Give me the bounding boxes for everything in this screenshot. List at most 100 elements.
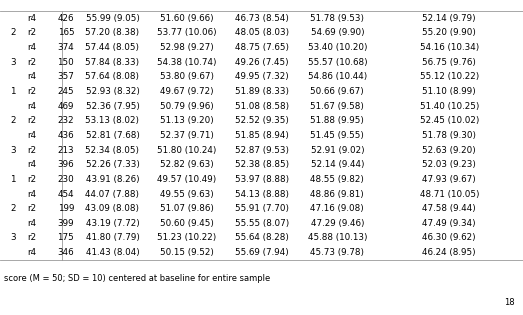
Text: 51.23 (10.22): 51.23 (10.22) (157, 233, 217, 243)
Text: 51.78 (9.30): 51.78 (9.30) (422, 131, 476, 140)
Text: 47.29 (9.46): 47.29 (9.46) (311, 219, 364, 228)
Text: 50.60 (9.45): 50.60 (9.45) (160, 219, 214, 228)
Text: 52.38 (8.85): 52.38 (8.85) (235, 160, 289, 169)
Text: 57.20 (8.38): 57.20 (8.38) (85, 28, 140, 37)
Text: 18: 18 (505, 298, 515, 307)
Text: 51.89 (8.33): 51.89 (8.33) (235, 87, 289, 96)
Text: 52.91 (9.02): 52.91 (9.02) (311, 146, 364, 155)
Text: 43.09 (8.08): 43.09 (8.08) (85, 204, 140, 213)
Text: 44.07 (7.88): 44.07 (7.88) (85, 190, 140, 198)
Text: 2: 2 (10, 28, 16, 37)
Text: 469: 469 (58, 102, 74, 111)
Text: r2: r2 (27, 146, 36, 155)
Text: 346: 346 (58, 248, 74, 257)
Text: 48.55 (9.82): 48.55 (9.82) (310, 175, 365, 184)
Text: r2: r2 (27, 28, 36, 37)
Text: 55.64 (8.28): 55.64 (8.28) (235, 233, 289, 243)
Text: 53.13 (8.02): 53.13 (8.02) (85, 116, 140, 125)
Text: 3: 3 (10, 58, 16, 67)
Text: r4: r4 (27, 14, 36, 23)
Text: r4: r4 (27, 102, 36, 111)
Text: 52.82 (9.63): 52.82 (9.63) (160, 160, 214, 169)
Text: 49.67 (9.72): 49.67 (9.72) (160, 87, 214, 96)
Text: 53.77 (10.06): 53.77 (10.06) (157, 28, 217, 37)
Text: 52.03 (9.23): 52.03 (9.23) (422, 160, 476, 169)
Text: r2: r2 (27, 58, 36, 67)
Text: 51.60 (9.66): 51.60 (9.66) (160, 14, 214, 23)
Text: 52.14 (9.44): 52.14 (9.44) (311, 160, 364, 169)
Text: r2: r2 (27, 175, 36, 184)
Text: 54.13 (8.88): 54.13 (8.88) (235, 190, 289, 198)
Text: 3: 3 (10, 233, 16, 243)
Text: 55.69 (7.94): 55.69 (7.94) (235, 248, 289, 257)
Text: 426: 426 (58, 14, 74, 23)
Text: 47.49 (9.34): 47.49 (9.34) (423, 219, 476, 228)
Text: 51.40 (10.25): 51.40 (10.25) (419, 102, 479, 111)
Text: r2: r2 (27, 116, 36, 125)
Text: 52.98 (9.27): 52.98 (9.27) (160, 43, 214, 52)
Text: 1: 1 (10, 87, 16, 96)
Text: 54.38 (10.74): 54.38 (10.74) (157, 58, 217, 67)
Text: 55.91 (7.70): 55.91 (7.70) (235, 204, 289, 213)
Text: 3: 3 (10, 146, 16, 155)
Text: 2: 2 (10, 204, 16, 213)
Text: r4: r4 (27, 72, 36, 81)
Text: r4: r4 (27, 131, 36, 140)
Text: 47.93 (9.67): 47.93 (9.67) (423, 175, 476, 184)
Text: 51.08 (8.58): 51.08 (8.58) (235, 102, 289, 111)
Text: 46.30 (9.62): 46.30 (9.62) (423, 233, 476, 243)
Text: 399: 399 (58, 219, 74, 228)
Text: 54.69 (9.90): 54.69 (9.90) (311, 28, 364, 37)
Text: 45.73 (9.78): 45.73 (9.78) (310, 248, 365, 257)
Text: 50.79 (9.96): 50.79 (9.96) (160, 102, 214, 111)
Text: 51.13 (9.20): 51.13 (9.20) (160, 116, 214, 125)
Text: 49.95 (7.32): 49.95 (7.32) (235, 72, 289, 81)
Text: 43.19 (7.72): 43.19 (7.72) (86, 219, 139, 228)
Text: r4: r4 (27, 160, 36, 169)
Text: 51.45 (9.55): 51.45 (9.55) (310, 131, 365, 140)
Text: 43.91 (8.26): 43.91 (8.26) (86, 175, 139, 184)
Text: 50.15 (9.52): 50.15 (9.52) (160, 248, 214, 257)
Text: r4: r4 (27, 43, 36, 52)
Text: 357: 357 (58, 72, 74, 81)
Text: 46.73 (8.54): 46.73 (8.54) (235, 14, 289, 23)
Text: 57.64 (8.08): 57.64 (8.08) (85, 72, 140, 81)
Text: 51.78 (9.53): 51.78 (9.53) (310, 14, 365, 23)
Text: r2: r2 (27, 204, 36, 213)
Text: 51.10 (8.99): 51.10 (8.99) (423, 87, 476, 96)
Text: 51.67 (9.58): 51.67 (9.58) (310, 102, 365, 111)
Text: 1: 1 (10, 175, 16, 184)
Text: 230: 230 (58, 175, 74, 184)
Text: 57.44 (8.05): 57.44 (8.05) (85, 43, 140, 52)
Text: 48.75 (7.65): 48.75 (7.65) (235, 43, 289, 52)
Text: 48.05 (8.03): 48.05 (8.03) (235, 28, 289, 37)
Text: r2: r2 (27, 233, 36, 243)
Text: 54.86 (10.44): 54.86 (10.44) (308, 72, 367, 81)
Text: 52.34 (8.05): 52.34 (8.05) (85, 146, 140, 155)
Text: 52.26 (7.33): 52.26 (7.33) (85, 160, 140, 169)
Text: 49.55 (9.63): 49.55 (9.63) (160, 190, 214, 198)
Text: 51.88 (9.95): 51.88 (9.95) (310, 116, 365, 125)
Text: 45.88 (10.13): 45.88 (10.13) (308, 233, 367, 243)
Text: 50.66 (9.67): 50.66 (9.67) (311, 87, 364, 96)
Text: 374: 374 (58, 43, 74, 52)
Text: 53.40 (10.20): 53.40 (10.20) (308, 43, 367, 52)
Text: 47.16 (9.08): 47.16 (9.08) (311, 204, 364, 213)
Text: 232: 232 (58, 116, 74, 125)
Text: 52.14 (9.79): 52.14 (9.79) (423, 14, 476, 23)
Text: 52.37 (9.71): 52.37 (9.71) (160, 131, 214, 140)
Text: 48.86 (9.81): 48.86 (9.81) (311, 190, 364, 198)
Text: 150: 150 (58, 58, 74, 67)
Text: 51.07 (9.86): 51.07 (9.86) (160, 204, 214, 213)
Text: 175: 175 (58, 233, 74, 243)
Text: 53.80 (9.67): 53.80 (9.67) (160, 72, 214, 81)
Text: 454: 454 (58, 190, 74, 198)
Text: 245: 245 (58, 87, 74, 96)
Text: 55.57 (10.68): 55.57 (10.68) (308, 58, 367, 67)
Text: 52.81 (7.68): 52.81 (7.68) (85, 131, 140, 140)
Text: 396: 396 (58, 160, 74, 169)
Text: r4: r4 (27, 248, 36, 257)
Text: 52.36 (7.95): 52.36 (7.95) (85, 102, 140, 111)
Text: 55.55 (8.07): 55.55 (8.07) (235, 219, 289, 228)
Text: 55.12 (10.22): 55.12 (10.22) (419, 72, 479, 81)
